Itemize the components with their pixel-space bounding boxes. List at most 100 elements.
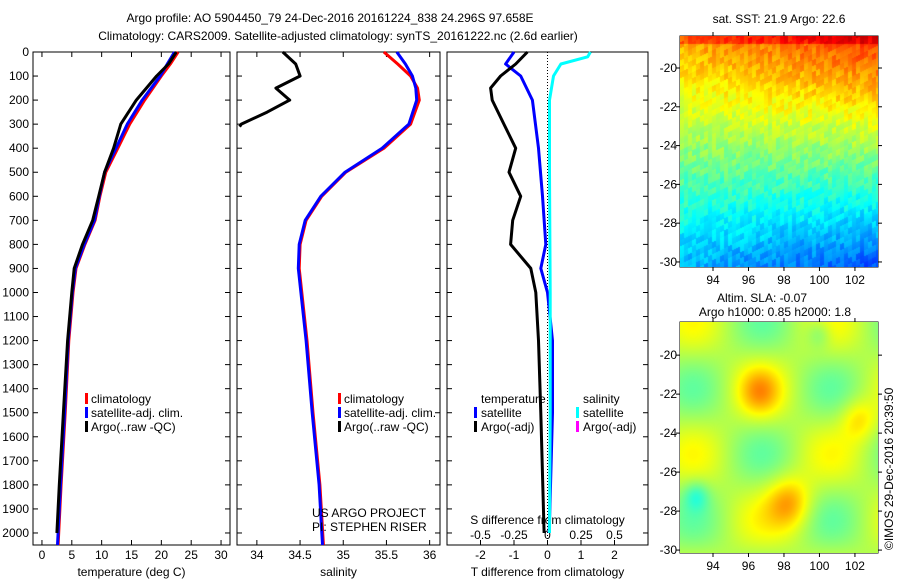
plot-frame-salinity <box>236 51 441 546</box>
y-tick-label: 1700 <box>2 454 29 468</box>
legend-label: climatology <box>91 392 151 406</box>
y-tick-label: 1900 <box>2 502 29 516</box>
series-line-t-satellite <box>504 51 554 534</box>
x-tick-label: 30 <box>214 548 228 562</box>
sla-heatmap <box>680 322 878 553</box>
y-tick-label: 700 <box>9 213 29 227</box>
legend-marker <box>474 421 477 432</box>
x-tick-label: 5 <box>68 548 75 562</box>
map-x-tick-label: 100 <box>809 559 829 573</box>
sla-map-subtitle: Argo h1000: 0.85 h2000: 1.8 <box>699 305 851 319</box>
legend-title: temperature <box>481 392 546 406</box>
x-tick-label: 2 <box>611 548 618 562</box>
x-tick-label: 1 <box>578 548 585 562</box>
y-tick-label: 300 <box>9 117 29 131</box>
legend-marker <box>338 393 341 404</box>
map-x-tick-label: 94 <box>706 559 720 573</box>
s-axis-label: S difference from climatology <box>470 513 625 527</box>
y-tick-label: 0 <box>22 45 29 59</box>
legend-label: satellite <box>583 406 624 420</box>
credit-text: ©IMOS 29-Dec-2016 20:39:50 <box>882 387 896 550</box>
sst-heatmap <box>680 36 878 267</box>
y-tick-label: 1500 <box>2 406 29 420</box>
y-tick-label: 200 <box>9 93 29 107</box>
x-tick-label: 15 <box>125 548 139 562</box>
y-tick-label: 1600 <box>2 430 29 444</box>
legend-label: satellite-adj. clim. <box>344 406 436 420</box>
legend-marker <box>576 407 579 418</box>
x-axis-label: temperature (deg C) <box>77 565 185 579</box>
y-tick-label: 800 <box>9 237 29 251</box>
legend-marker <box>85 393 88 404</box>
y-tick-label: 100 <box>9 69 29 83</box>
sla-map-title: Altim. SLA: -0.07 <box>717 291 807 305</box>
y-tick-label: 400 <box>9 141 29 155</box>
title-line-1: Argo profile: AO 5904450_79 24-Dec-2016 … <box>127 11 534 25</box>
legend-label: Argo(-adj) <box>481 420 534 434</box>
map-x-tick-label: 96 <box>742 273 756 287</box>
legend-marker <box>338 407 341 418</box>
y-tick-label: 1200 <box>2 334 29 348</box>
series-line-climatology <box>56 51 180 546</box>
map-y-tick-label: -28 <box>660 216 678 230</box>
map-y-tick-label: -24 <box>660 426 678 440</box>
x-tick-label: 25 <box>185 548 199 562</box>
y-tick-label: 1000 <box>2 285 29 299</box>
map-y-tick-label: -26 <box>660 465 678 479</box>
y-tick-label: 1100 <box>3 310 29 324</box>
x-tick-label: 35.5 <box>375 548 399 562</box>
x-tick-label: 10 <box>95 548 109 562</box>
map-y-tick-label: -20 <box>660 61 678 75</box>
legend-label: climatology <box>344 392 404 406</box>
legend-marker <box>85 407 88 418</box>
x-tick-label: 20 <box>155 548 169 562</box>
map-y-tick-label: -30 <box>660 255 678 269</box>
y-tick-label: 1400 <box>2 382 29 396</box>
x-axis-label: T difference from climatology <box>471 565 625 579</box>
project-annotation: US ARGO PROJECT <box>312 506 427 520</box>
y-tick-label: 2000 <box>2 526 29 540</box>
legend-marker <box>85 421 88 432</box>
legend-label: Argo(-adj) <box>583 420 636 434</box>
series-line-s-satellite <box>548 51 592 534</box>
series-line-argo-raw-qc- <box>55 51 178 534</box>
map-y-tick-label: -30 <box>660 543 678 557</box>
x-tick-label: 35 <box>337 548 351 562</box>
project-annotation: PI: STEPHEN RISER <box>312 520 427 534</box>
map-x-tick-label: 98 <box>777 559 791 573</box>
map-x-tick-label: 98 <box>777 273 791 287</box>
series-line-t-argo-adj- <box>489 50 546 534</box>
map-x-tick-label: 94 <box>706 273 720 287</box>
map-y-tick-label: -24 <box>660 139 678 153</box>
legend-title: salinity <box>583 392 620 406</box>
sst-map-title: sat. SST: 21.9 Argo: 22.6 <box>713 12 846 26</box>
y-tick-label: 1300 <box>2 358 29 372</box>
y-tick-label: 1800 <box>2 478 29 492</box>
series-line-argo-raw-qc- <box>238 50 302 128</box>
x-tick-label: 36 <box>423 548 437 562</box>
x-tick-label: -2 <box>475 548 486 562</box>
y-tick-label: 600 <box>9 189 29 203</box>
map-y-tick-label: -22 <box>660 100 678 114</box>
legend-marker <box>338 421 341 432</box>
s-tick-label: 0 <box>544 528 551 542</box>
title-line-2: Climatology: CARS2009. Satellite-adjuste… <box>98 29 578 43</box>
legend-label: Argo(..raw -QC) <box>91 420 176 434</box>
legend-label: satellite-adj. clim. <box>91 406 183 420</box>
series-line-satellite-adj-clim- <box>56 51 176 546</box>
map-x-tick-label: 100 <box>809 273 829 287</box>
x-tick-label: 34.5 <box>288 548 312 562</box>
map-x-tick-label: 102 <box>845 559 865 573</box>
x-tick-label: 34 <box>250 548 264 562</box>
y-tick-label: 500 <box>9 165 29 179</box>
s-tick-label: -0.25 <box>500 528 528 542</box>
map-x-tick-label: 96 <box>742 559 756 573</box>
x-tick-label: 0 <box>544 548 551 562</box>
legend-label: satellite <box>481 406 522 420</box>
s-tick-label: -0.5 <box>470 528 491 542</box>
y-tick-label: 900 <box>9 261 29 275</box>
s-tick-label: 0.5 <box>606 528 623 542</box>
legend-marker <box>576 421 579 432</box>
x-axis-label: salinity <box>320 565 357 579</box>
